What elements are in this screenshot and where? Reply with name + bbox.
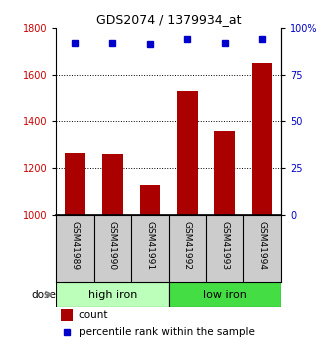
Text: GSM41991: GSM41991	[145, 220, 154, 270]
Bar	[169, 215, 206, 282]
Text: GSM41992: GSM41992	[183, 220, 192, 269]
Bar	[102, 154, 123, 215]
Bar	[61, 309, 73, 321]
Text: GSM41989: GSM41989	[70, 220, 79, 270]
Text: GSM41993: GSM41993	[220, 220, 229, 270]
Bar	[94, 215, 131, 282]
Bar	[243, 215, 281, 282]
Bar	[169, 282, 281, 307]
Text: high iron: high iron	[88, 289, 137, 299]
Bar	[214, 131, 235, 215]
Bar	[56, 282, 169, 307]
Text: GSM41990: GSM41990	[108, 220, 117, 270]
Bar	[177, 91, 197, 215]
Bar	[65, 153, 85, 215]
Text: count: count	[79, 310, 108, 320]
Bar	[252, 63, 273, 215]
Bar	[131, 215, 169, 282]
Bar	[56, 215, 94, 282]
Bar	[140, 185, 160, 215]
Text: dose: dose	[31, 289, 56, 299]
Text: low iron: low iron	[203, 289, 247, 299]
Bar	[206, 215, 243, 282]
Text: GSM41994: GSM41994	[258, 220, 267, 269]
Title: GDS2074 / 1379934_at: GDS2074 / 1379934_at	[96, 13, 241, 27]
Text: percentile rank within the sample: percentile rank within the sample	[79, 327, 255, 337]
